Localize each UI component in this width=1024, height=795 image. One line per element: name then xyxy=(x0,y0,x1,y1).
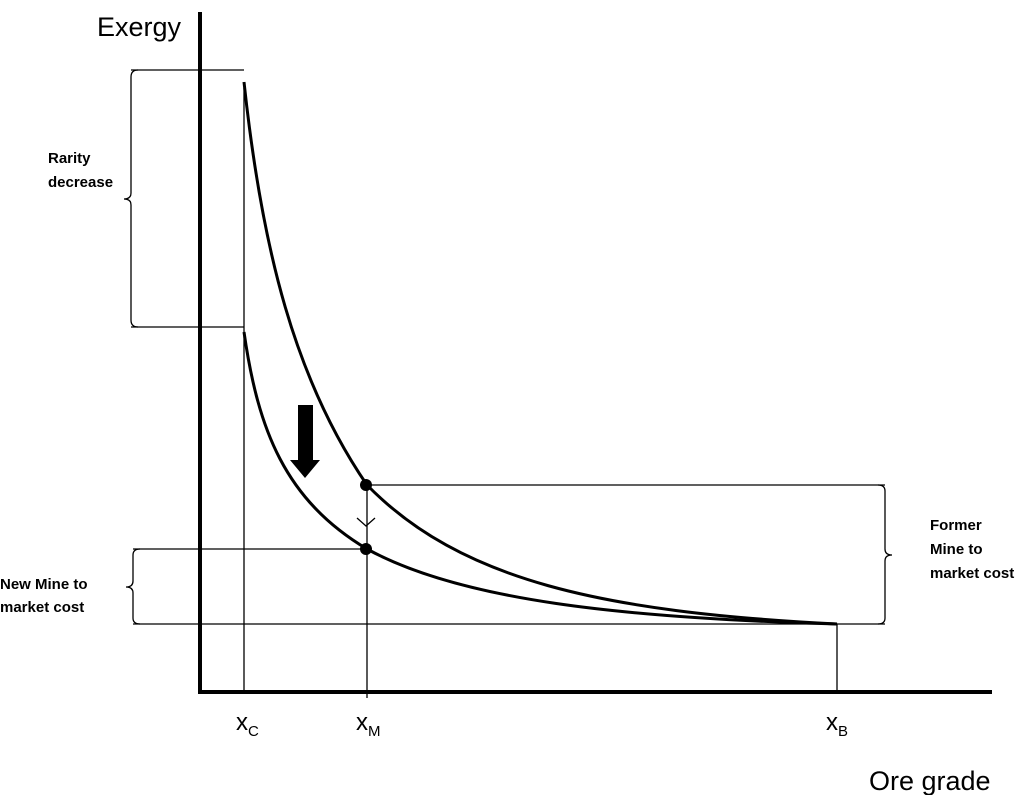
former-mine-point xyxy=(360,479,372,491)
new-mine-label-line-2: market cost xyxy=(0,599,84,616)
new-mine-brace xyxy=(125,548,141,625)
tick-label-xm: xM xyxy=(356,709,381,740)
new-mine-label-line-1: New Mine to xyxy=(0,576,88,593)
former-mine-label-line-3: market cost xyxy=(930,565,1014,582)
y-axis-title: Exergy xyxy=(97,12,182,42)
rarity-label-line-1: Rarity xyxy=(48,150,91,167)
former-mine-label-line-1: Former xyxy=(930,517,982,534)
lower-exergy-curve xyxy=(242,331,838,626)
tick-label-xc: xC xyxy=(236,709,259,740)
rarity-label-line-2: decrease xyxy=(48,174,113,191)
tick-label-xb: xB xyxy=(826,709,848,740)
upper-exergy-curve xyxy=(242,81,838,626)
small-down-arrow xyxy=(356,517,376,527)
former-mine-brace xyxy=(877,484,893,625)
rarity-decrease-arrow-icon xyxy=(290,405,320,478)
x-axis-title: Ore grade xyxy=(869,766,991,795)
new-mine-point xyxy=(360,543,372,555)
rarity-brace xyxy=(123,69,139,328)
former-mine-label-line-2: Mine to xyxy=(930,541,983,558)
